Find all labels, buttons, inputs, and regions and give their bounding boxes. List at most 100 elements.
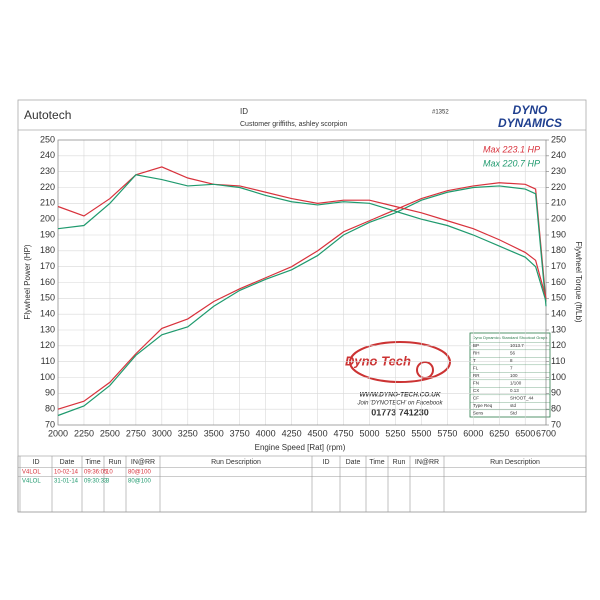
table-header: Run [109, 459, 122, 466]
y-tick-label: 70 [45, 419, 55, 429]
y2-tick-label: 100 [551, 372, 566, 382]
y-tick-label: 80 [45, 404, 55, 414]
x-tick-label: 2750 [126, 428, 146, 438]
y2-tick-label: 180 [551, 245, 566, 255]
y2-tick-label: 90 [551, 388, 561, 398]
y-tick-label: 120 [40, 340, 55, 350]
legend-entry: Max 220.7 HP [483, 158, 540, 168]
y2-tick-label: 80 [551, 404, 561, 414]
logo-facebook: Join 'DYNOTECH' on Facebook [357, 401, 444, 407]
y-tick-label: 170 [40, 261, 55, 271]
y2-tick-label: 150 [551, 293, 566, 303]
settings-value: 100 [510, 373, 518, 378]
company: Autotech [24, 108, 71, 122]
y-tick-label: 220 [40, 182, 55, 192]
table-header: Date [346, 459, 361, 466]
logo-name: Dyno Tech [345, 353, 411, 368]
settings-key: Sens [473, 411, 484, 416]
x-tick-label: 6500 [515, 428, 535, 438]
y-tick-label: 230 [40, 166, 55, 176]
logo: Dyno Tech WWW.DYNO-TECH.CO.UK Join 'DYNO… [345, 341, 451, 417]
x-tick-label: 4000 [256, 428, 276, 438]
table-header: IN@RR [415, 459, 439, 466]
table-header: Run [393, 459, 406, 466]
y-tick-label: 110 [41, 356, 55, 366]
settings-value: Std [510, 411, 517, 416]
y-tick-label: 130 [40, 324, 55, 334]
table-cell: 80@100 [128, 479, 151, 485]
logo-wheel [416, 361, 434, 379]
table-cell: 80@100 [128, 470, 151, 476]
table-header: IN@RR [131, 459, 155, 466]
table-header: Run Description [490, 459, 540, 466]
x-tick-label: 2000 [48, 428, 68, 438]
id-label: ID [240, 107, 248, 116]
y2-tick-label: 160 [551, 277, 566, 287]
y2-tick-label: 230 [551, 166, 566, 176]
settings-key: Type Req [473, 403, 493, 408]
y2-tick-label: 170 [551, 261, 566, 271]
grid [57, 139, 547, 426]
table-header: Time [369, 459, 384, 466]
y-tick-label: 200 [40, 214, 55, 224]
x-tick-label: 6250 [489, 428, 509, 438]
x-tick-label: 2250 [74, 428, 94, 438]
settings-box [469, 332, 551, 418]
y2-tick-label: 220 [551, 182, 566, 192]
settings-value: std [510, 403, 517, 408]
table-cell: 31-01-14 [54, 479, 79, 485]
sheet [17, 99, 587, 513]
x-tick-label: 2500 [100, 428, 120, 438]
y2-tick-label: 110 [551, 356, 565, 366]
y2-tick-label: 140 [551, 309, 566, 319]
table-cell: V4LOL [22, 479, 41, 485]
series-line [57, 185, 547, 417]
y2-tick-label: 250 [551, 134, 566, 144]
logo-url: WWW.DYNO-TECH.CO.UK [359, 392, 441, 399]
settings-value: 1013.7 [510, 343, 524, 348]
settings-value: SHOOT_44 [510, 396, 534, 401]
sheet-number: #1352 [432, 110, 449, 116]
settings-value: 7 [510, 366, 513, 371]
x-tick-label: 4250 [282, 428, 302, 438]
series-line [57, 174, 547, 302]
settings-value: 1/100 [510, 381, 522, 386]
x-tick-label: 5750 [437, 428, 457, 438]
table-header: ID [33, 459, 40, 466]
x-tick-label: 4500 [308, 428, 328, 438]
x-tick-label: 3500 [204, 428, 224, 438]
settings-key: CF [473, 396, 479, 401]
table-header: Run Description [211, 459, 261, 466]
x-tick-label: 3750 [230, 428, 250, 438]
logo-phone: 01773 741230 [371, 407, 429, 417]
x-tick-label: 5500 [411, 428, 431, 438]
y-tick-label: 100 [40, 372, 55, 382]
y2-tick-label: 130 [551, 324, 566, 334]
settings-key: RR [473, 373, 480, 378]
settings-value: 8 [510, 358, 513, 363]
settings-key: T [473, 358, 476, 363]
settings-key: RH [473, 351, 480, 356]
settings-key: CX [473, 388, 479, 393]
table-header: Time [85, 459, 100, 466]
x-tick-label: 6700 [536, 428, 556, 438]
series-line [57, 166, 547, 299]
y2-tick-label: 210 [551, 198, 566, 208]
y-tick-label: 90 [45, 388, 55, 398]
y-tick-label: 250 [40, 134, 55, 144]
brand: DYNO [513, 103, 548, 117]
x-tick-label: 3250 [178, 428, 198, 438]
settings-key: FL [473, 366, 479, 371]
settings-key: FN [473, 381, 479, 386]
x-tick-label: 4750 [334, 428, 354, 438]
x-axis-label: Engine Speed [Rat] (rpm) [255, 443, 346, 452]
y-tick-label: 150 [40, 293, 55, 303]
legend-entry: Max 223.1 HP [483, 144, 540, 154]
y2-axis-label: Flywheel Torque (ft/Lb) [574, 241, 583, 323]
settings-value: 56 [510, 351, 516, 356]
table-cell: 10 [106, 470, 113, 476]
table-header: Date [60, 459, 75, 466]
y-tick-label: 240 [40, 150, 55, 160]
y-tick-label: 140 [40, 309, 55, 319]
y-axis-label: Flywheel Power (HP) [23, 244, 32, 319]
